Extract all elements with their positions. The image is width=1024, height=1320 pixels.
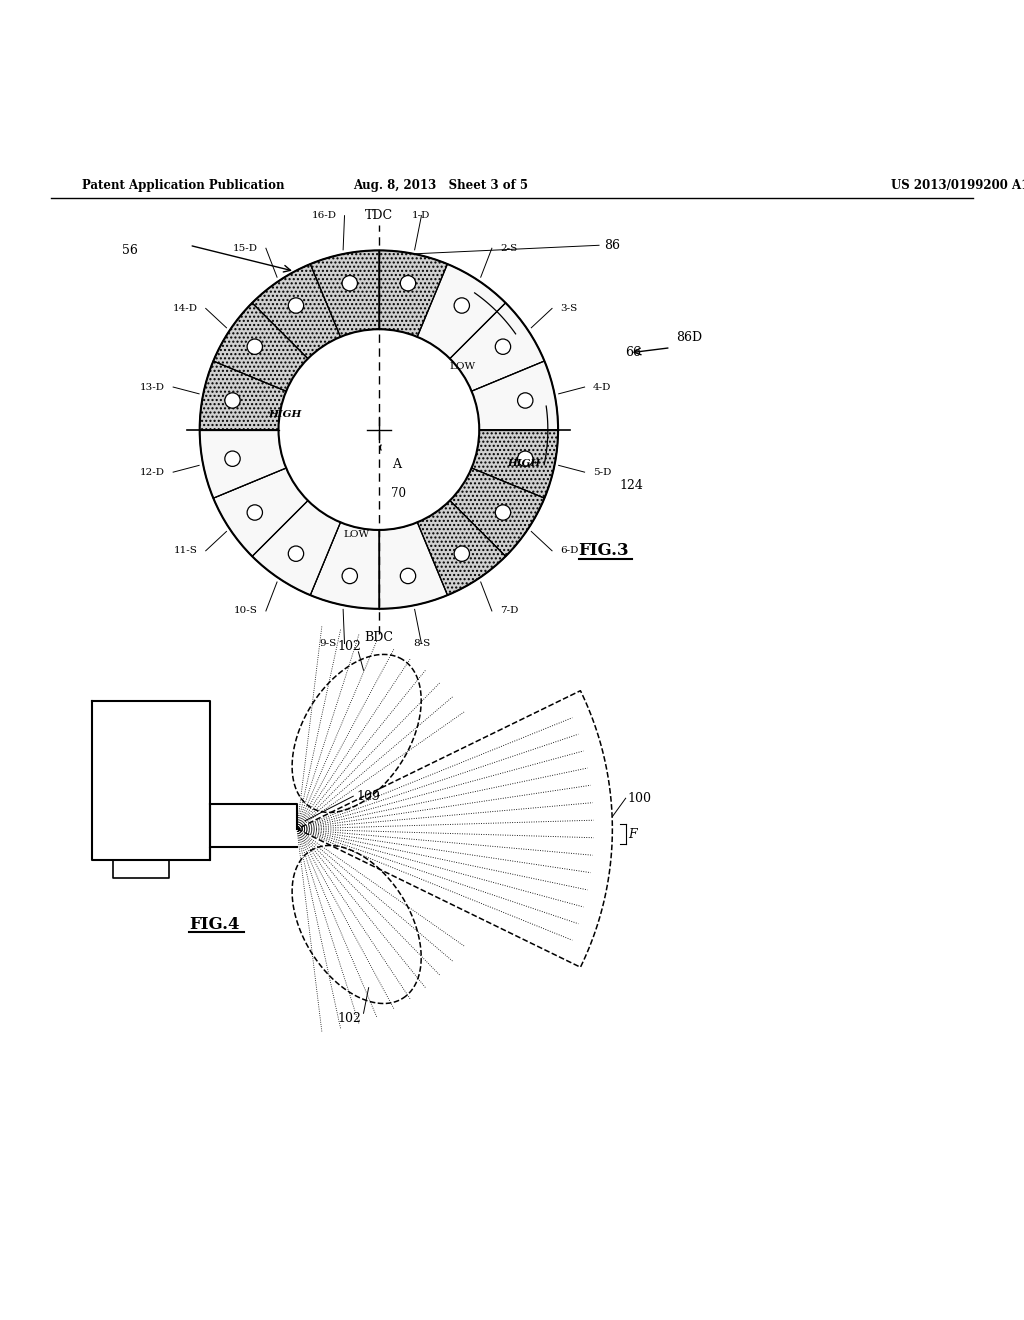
Text: 66: 66: [625, 346, 641, 359]
Polygon shape: [472, 362, 558, 429]
Polygon shape: [418, 264, 506, 359]
Text: 5-D: 5-D: [593, 467, 611, 477]
Text: 2-S: 2-S: [500, 244, 517, 252]
Text: TDC: TDC: [365, 209, 393, 222]
Text: BDC: BDC: [365, 631, 393, 644]
Polygon shape: [418, 500, 506, 595]
Text: US 2013/0199200 A1: US 2013/0199200 A1: [891, 180, 1024, 193]
Text: 100: 100: [628, 792, 651, 805]
Polygon shape: [310, 523, 379, 609]
Text: 4-D: 4-D: [593, 383, 611, 392]
Polygon shape: [472, 429, 558, 498]
Text: HIGH: HIGH: [508, 459, 541, 467]
Text: 102: 102: [338, 640, 361, 653]
Polygon shape: [379, 523, 447, 609]
Text: LOW: LOW: [343, 529, 370, 539]
Text: 1-D: 1-D: [413, 211, 431, 220]
Text: 124: 124: [620, 479, 643, 492]
Circle shape: [247, 504, 262, 520]
Text: 7-D: 7-D: [500, 606, 518, 615]
Polygon shape: [213, 302, 308, 391]
Circle shape: [279, 329, 479, 529]
Text: 86D: 86D: [676, 331, 702, 345]
Polygon shape: [450, 469, 545, 556]
Text: 12-D: 12-D: [140, 467, 165, 477]
Polygon shape: [450, 302, 545, 391]
Text: 109: 109: [356, 789, 380, 803]
Circle shape: [400, 569, 416, 583]
Text: 102: 102: [338, 1012, 361, 1024]
Circle shape: [454, 298, 469, 313]
Text: 14-D: 14-D: [172, 304, 198, 313]
Text: 13-D: 13-D: [140, 383, 165, 392]
Polygon shape: [310, 251, 379, 337]
Text: 11-S: 11-S: [174, 546, 198, 556]
Polygon shape: [252, 500, 340, 595]
Text: 86: 86: [604, 239, 621, 252]
Text: 70: 70: [391, 487, 407, 499]
Circle shape: [225, 393, 241, 408]
Circle shape: [342, 276, 357, 290]
Text: 8-S: 8-S: [413, 639, 430, 648]
Text: 16-D: 16-D: [311, 211, 336, 220]
Text: FIG.3: FIG.3: [579, 543, 629, 558]
Text: 10-S: 10-S: [233, 606, 258, 615]
Circle shape: [225, 451, 241, 466]
Text: LOW: LOW: [450, 362, 476, 371]
Polygon shape: [213, 469, 308, 556]
Circle shape: [400, 276, 416, 290]
Polygon shape: [379, 251, 447, 337]
Text: 6-D: 6-D: [560, 546, 579, 556]
Circle shape: [496, 504, 511, 520]
Circle shape: [289, 298, 304, 313]
Circle shape: [247, 339, 262, 354]
Polygon shape: [200, 362, 286, 429]
Circle shape: [517, 451, 532, 466]
Text: 3-S: 3-S: [560, 304, 578, 313]
Text: Patent Application Publication: Patent Application Publication: [82, 180, 285, 193]
Text: HIGH: HIGH: [268, 409, 301, 418]
Text: Aug. 8, 2013   Sheet 3 of 5: Aug. 8, 2013 Sheet 3 of 5: [353, 180, 527, 193]
Polygon shape: [252, 264, 340, 359]
Polygon shape: [200, 429, 286, 498]
Text: A: A: [392, 458, 401, 471]
Circle shape: [342, 569, 357, 583]
Text: 15-D: 15-D: [232, 244, 258, 252]
Text: F: F: [628, 828, 636, 841]
Text: FIG.4: FIG.4: [189, 916, 240, 933]
Text: 56: 56: [122, 244, 138, 257]
Circle shape: [517, 393, 532, 408]
Text: 9-S: 9-S: [319, 639, 336, 648]
Circle shape: [289, 546, 304, 561]
Circle shape: [496, 339, 511, 354]
Circle shape: [454, 546, 469, 561]
